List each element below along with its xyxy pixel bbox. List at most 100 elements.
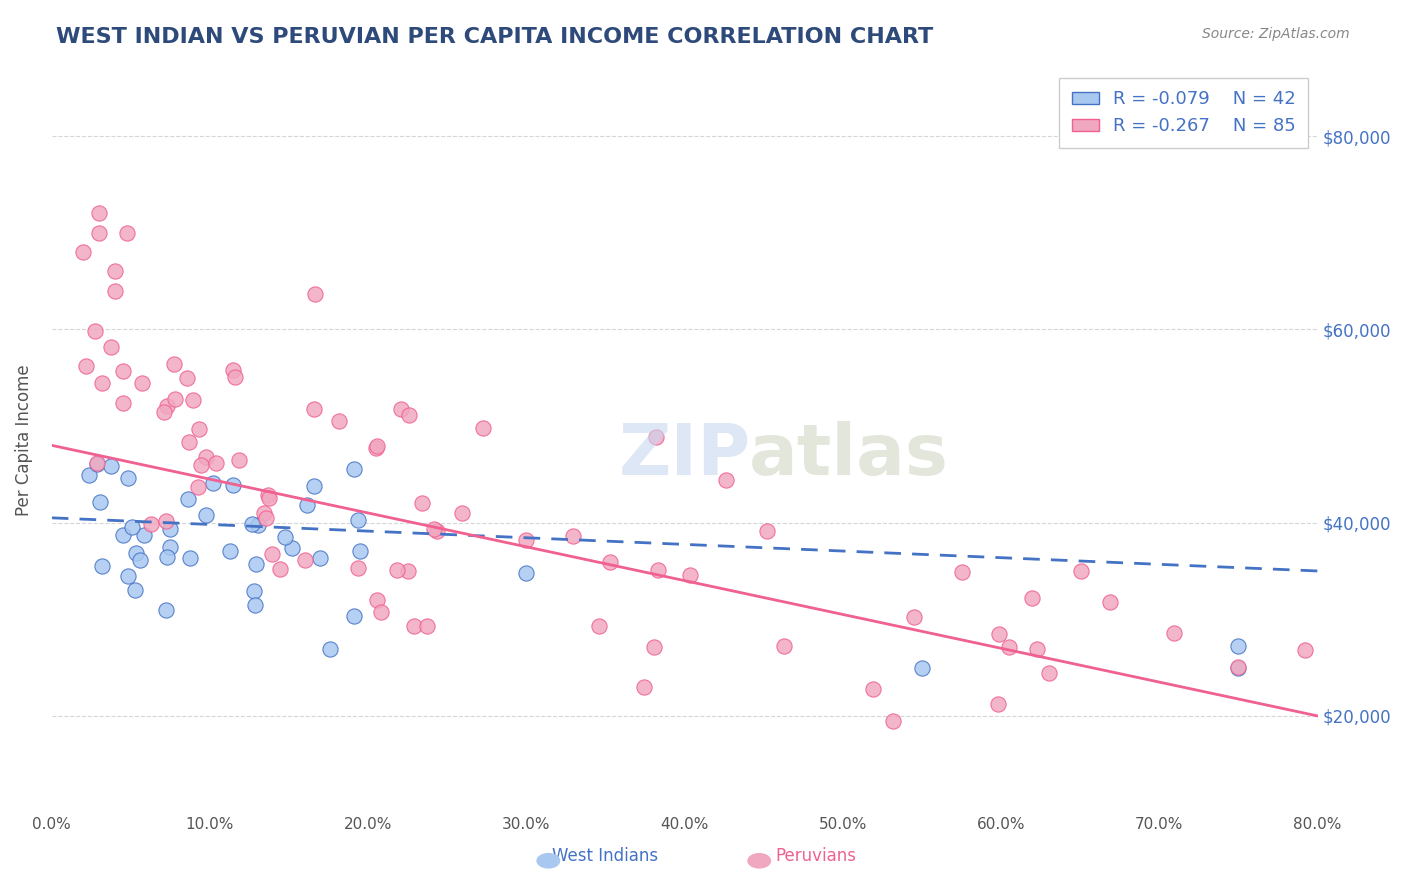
Peruvians — [389, 401, 412, 416]
Peruvians — [366, 439, 388, 453]
Peruvians — [304, 287, 326, 301]
Peruvians — [115, 226, 138, 240]
Peruvians — [294, 552, 316, 566]
Peruvians — [86, 457, 108, 471]
West Indians — [121, 520, 143, 534]
Peruvians — [176, 371, 198, 385]
West Indians — [302, 479, 325, 493]
Peruvians — [254, 511, 277, 525]
Peruvians — [111, 395, 134, 409]
Peruvians — [163, 357, 186, 371]
Text: West Indians: West Indians — [551, 847, 658, 865]
Peruvians — [75, 359, 97, 374]
West Indians — [202, 476, 225, 491]
West Indians — [246, 518, 269, 533]
West Indians — [177, 491, 200, 506]
West Indians — [347, 513, 370, 527]
West Indians — [309, 551, 332, 566]
Peruvians — [89, 226, 111, 240]
West Indians — [117, 569, 139, 583]
Peruvians — [1251, 853, 1274, 867]
Peruvians — [302, 401, 325, 416]
West Indians — [245, 557, 267, 571]
Peruvians — [402, 619, 425, 633]
Legend: R = -0.079    N = 42, R = -0.267    N = 85: R = -0.079 N = 42, R = -0.267 N = 85 — [1059, 78, 1309, 148]
Peruvians — [366, 592, 388, 607]
West Indians — [1227, 660, 1250, 674]
Peruvians — [328, 414, 350, 428]
West Indians — [343, 462, 366, 476]
West Indians — [132, 528, 155, 542]
Peruvians — [72, 245, 94, 260]
Peruvians — [588, 619, 610, 633]
West Indians — [117, 470, 139, 484]
West Indians — [222, 478, 245, 492]
Peruvians — [997, 640, 1019, 654]
Peruvians — [156, 400, 179, 414]
West Indians — [89, 495, 111, 509]
West Indians — [281, 541, 304, 555]
Peruvians — [426, 524, 449, 538]
Peruvians — [1026, 641, 1049, 656]
Peruvians — [253, 506, 276, 520]
Peruvians — [153, 405, 176, 419]
West Indians — [218, 544, 240, 558]
West Indians — [124, 546, 146, 560]
West Indians — [349, 544, 371, 558]
Peruvians — [155, 514, 177, 528]
Peruvians — [903, 609, 925, 624]
West Indians — [159, 521, 181, 535]
Peruvians — [422, 522, 444, 536]
Peruvians — [644, 430, 666, 444]
West Indians — [155, 550, 177, 565]
Peruvians — [772, 639, 794, 653]
Peruvians — [950, 565, 973, 579]
Peruvians — [370, 606, 392, 620]
Peruvians — [163, 392, 186, 406]
West Indians — [243, 584, 266, 599]
West Indians — [243, 598, 266, 612]
Peruvians — [188, 422, 211, 436]
Peruvians — [141, 517, 163, 532]
Peruvians — [647, 563, 669, 577]
Text: WEST INDIAN VS PERUVIAN PER CAPITA INCOME CORRELATION CHART: WEST INDIAN VS PERUVIAN PER CAPITA INCOM… — [56, 27, 934, 46]
Peruvians — [987, 627, 1010, 641]
Peruvians — [385, 563, 408, 577]
Peruvians — [89, 206, 111, 220]
Peruvians — [224, 370, 246, 384]
Peruvians — [100, 339, 122, 353]
Peruvians — [91, 376, 114, 391]
Peruvians — [515, 533, 537, 547]
Text: atlas: atlas — [749, 421, 949, 490]
Peruvians — [259, 491, 281, 505]
Peruvians — [599, 555, 621, 569]
West Indians — [159, 541, 181, 555]
Peruvians — [471, 421, 494, 435]
Peruvians — [112, 364, 135, 378]
Peruvians — [364, 442, 387, 456]
West Indians — [911, 660, 934, 674]
Peruvians — [398, 409, 420, 423]
Peruvians — [1294, 643, 1316, 657]
Peruvians — [262, 547, 284, 561]
Peruvians — [181, 393, 204, 408]
Peruvians — [1038, 665, 1060, 680]
West Indians — [195, 508, 218, 522]
Peruvians — [716, 473, 738, 487]
West Indians — [112, 528, 135, 542]
West Indians — [90, 559, 112, 574]
Text: ZIP: ZIP — [619, 421, 751, 490]
Peruvians — [269, 562, 291, 576]
West Indians — [77, 467, 100, 482]
Peruvians — [882, 714, 904, 728]
West Indians — [86, 458, 108, 472]
Peruvians — [562, 528, 585, 542]
Peruvians — [195, 450, 218, 464]
Peruvians — [177, 435, 200, 450]
Peruvians — [633, 680, 655, 694]
Peruvians — [190, 458, 212, 472]
West Indians — [274, 530, 297, 544]
West Indians — [295, 498, 318, 512]
West Indians — [179, 550, 201, 565]
Peruvians — [347, 561, 370, 575]
